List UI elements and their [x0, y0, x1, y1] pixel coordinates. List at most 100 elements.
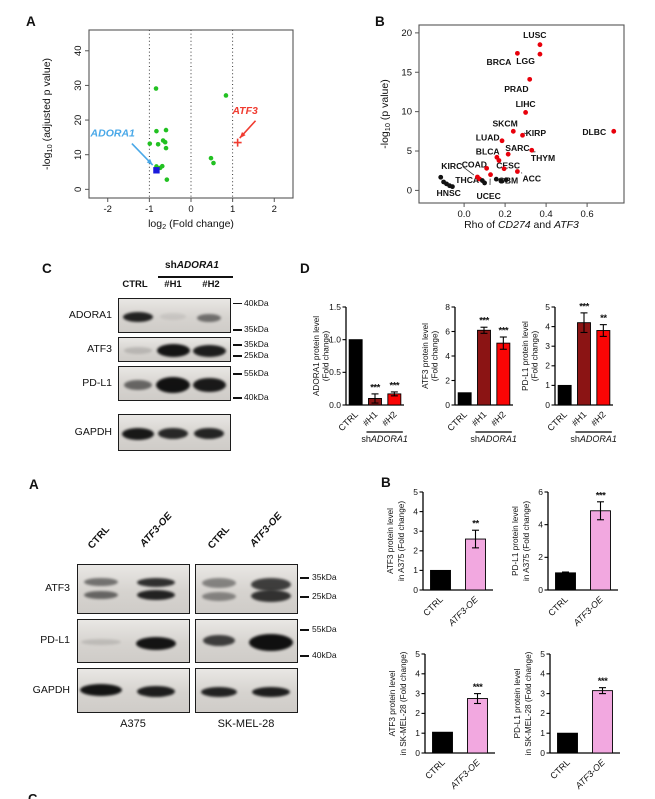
y-tick-label: 3 [413, 526, 418, 536]
blot-lane-label: CTRL [86, 524, 113, 552]
protein-band [83, 591, 118, 599]
blot-row-label: PD-L1 [40, 634, 70, 646]
category-label: CTRL [421, 594, 445, 618]
point-label: BLCA [476, 146, 500, 156]
y-tick-label: 10 [401, 107, 412, 118]
x-axis-label: log2 (Fold change) [148, 218, 234, 231]
data-point [208, 155, 214, 161]
protein-band [156, 344, 190, 357]
data-point [527, 76, 533, 82]
bar-chart-atf3-a375: 0 1 2 3 4 5 CTRL ** ATF3-OE ATF3 protein level in … [386, 487, 493, 629]
y-axis-label: ATF3 protein level [421, 323, 430, 389]
panel-b2-letter: B [381, 475, 391, 490]
protein-band [136, 577, 175, 587]
y-tick-label: 0.5 [329, 367, 341, 377]
data-point [155, 142, 161, 147]
protein-band [83, 578, 118, 586]
category-label: #H1 [470, 409, 489, 428]
protein-band [201, 591, 236, 601]
category-label: CTRL [423, 757, 447, 781]
gel-box [118, 337, 231, 362]
x-tick-label: 0 [188, 204, 193, 215]
point-label: DLBC [582, 127, 606, 137]
y-axis-label: ATF3 protein level [386, 508, 395, 574]
marker-dash [233, 344, 242, 346]
category-label: #H2 [489, 409, 508, 428]
data-point [515, 169, 520, 174]
bar [348, 339, 363, 406]
x-tick-label: -2 [104, 204, 112, 215]
y-tick-label: 5 [545, 302, 550, 312]
y-axis-label: PD-L1 protein level [521, 321, 530, 391]
marker-dash [233, 397, 242, 399]
blot-row-label: ATF3 [87, 342, 112, 355]
category-label: ATF3-OE [571, 594, 606, 629]
category-label: #H1 [570, 409, 589, 428]
annotation-arrowhead [146, 159, 153, 166]
data-point [529, 147, 535, 153]
marker-dash [300, 577, 309, 579]
molecular-weight-label: 25kDa [244, 350, 269, 360]
x-tick-label: -1 [145, 204, 153, 215]
y-tick-label: 6 [538, 487, 543, 497]
x-axis-label: Rho of CD274 and ATF3 [464, 219, 579, 231]
gel-box [195, 564, 298, 614]
bar [432, 731, 453, 754]
y-tick-label: 8 [445, 302, 450, 312]
data-point [537, 42, 543, 48]
molecular-weight-label: 40kDa [312, 650, 337, 661]
data-point [523, 110, 528, 115]
gel-box [118, 414, 231, 451]
y-tick-label: 20 [73, 115, 84, 126]
data-point [153, 86, 159, 91]
y-axis-label: -log10 (adjusted p value) [41, 58, 54, 170]
blot-row-label: ATF3 [45, 582, 70, 594]
y-tick-label: 2 [413, 546, 418, 556]
y-tick-label: 5 [407, 146, 412, 157]
molecular-weight-label: 35kDa [312, 572, 337, 582]
marker-dash [300, 596, 309, 598]
significance-stars: *** [499, 326, 509, 337]
molecular-weight-label: 55kDa [312, 624, 337, 635]
protein-band [249, 633, 294, 651]
panel-c1-letter: C [42, 261, 52, 276]
protein-band [136, 590, 175, 600]
y-tick-label: 0 [545, 400, 550, 410]
data-point [501, 166, 507, 172]
x-tick-label: 2 [272, 204, 277, 215]
data-point [438, 174, 444, 180]
significance-stars: *** [598, 676, 608, 687]
blot-lane-label: #H1 [164, 279, 182, 290]
marker-dash [233, 373, 242, 375]
protein-band [197, 313, 222, 322]
data-point [488, 172, 493, 178]
y-tick-label: 1 [415, 728, 420, 738]
y-tick-label: 0 [413, 585, 418, 595]
protein-band [136, 686, 175, 697]
y-tick-label: 0 [445, 400, 450, 410]
y-tick-label: 4 [545, 321, 550, 331]
data-point [611, 128, 617, 134]
data-point [484, 165, 490, 171]
data-point [496, 158, 502, 163]
x-tick-label: 1 [230, 204, 235, 215]
significance-stars: *** [390, 380, 400, 391]
y-axis-label: -log10 (p value) [379, 79, 392, 148]
protein-band [251, 590, 292, 602]
marker-dash [233, 302, 242, 305]
bar [457, 392, 472, 406]
protein-band [192, 377, 226, 392]
data-point [450, 184, 455, 190]
data-point [515, 50, 520, 56]
category-label: ATF3-OE [573, 757, 608, 792]
bar [467, 698, 488, 754]
y-tick-label: 6 [445, 326, 450, 336]
group-label: shADORA1 [470, 434, 517, 444]
y-tick-label: 1.0 [329, 334, 341, 344]
y-tick-label: 5 [540, 649, 545, 659]
x-tick-label: 0.2 [498, 209, 511, 220]
group-label: shADORA1 [361, 434, 408, 444]
panel-c2-letter-cropped: C [28, 791, 38, 799]
